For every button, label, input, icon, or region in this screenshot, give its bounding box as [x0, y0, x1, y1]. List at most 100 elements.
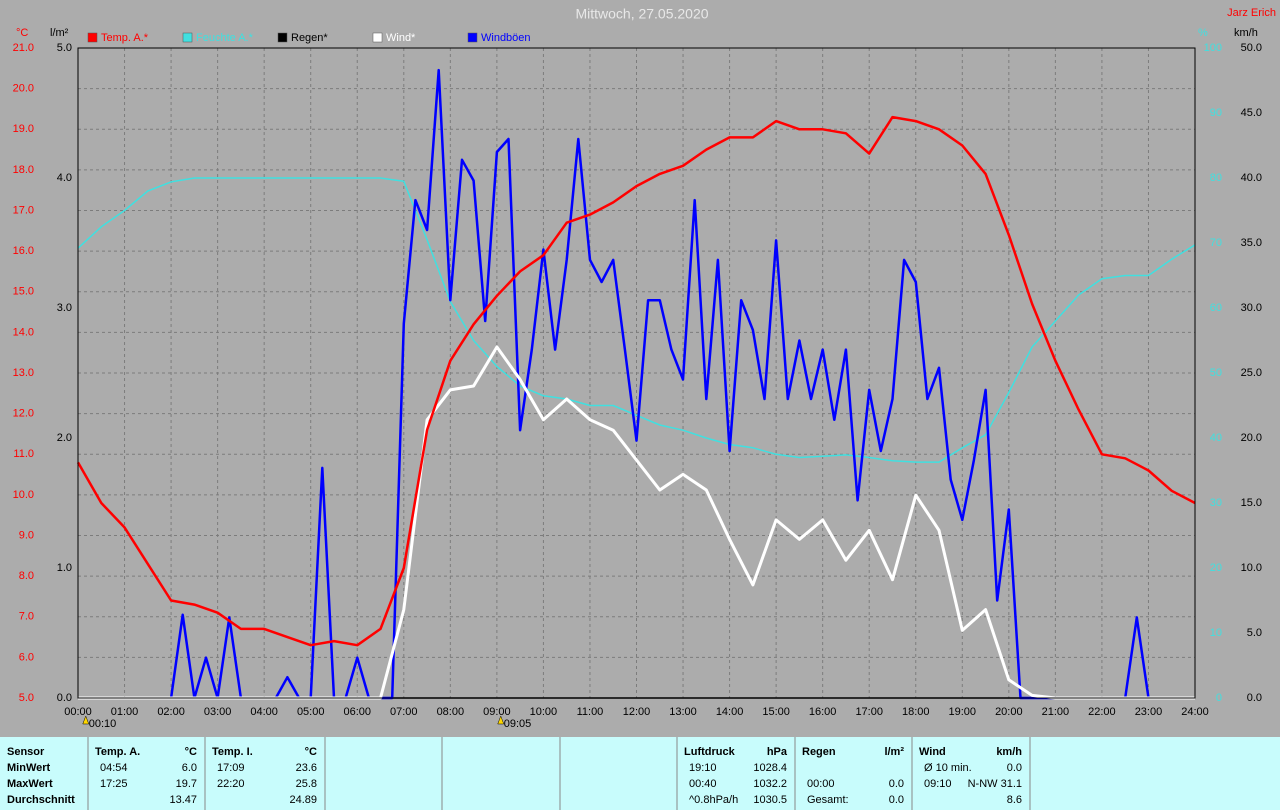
y-tick-label: 6.0	[19, 651, 34, 663]
x-tick-label: 08:00	[437, 706, 465, 718]
y2-tick-label: 4.0	[57, 172, 72, 184]
table-time: 00:00	[807, 778, 835, 790]
y-tick-label: 9.0	[19, 529, 34, 541]
table-unit: hPa	[767, 746, 788, 758]
y4-tick-label: 15.0	[1241, 497, 1262, 509]
y-tick-label: 19.0	[13, 123, 34, 135]
table-time: 00:40	[689, 778, 717, 790]
table-value: 1032.2	[753, 778, 787, 790]
x-tick-label: 04:00	[250, 706, 278, 718]
x-tick-label: 07:00	[390, 706, 418, 718]
axis-unit: l/m²	[50, 27, 69, 39]
y-tick-label: 21.0	[13, 42, 34, 54]
x-tick-label: 12:00	[623, 706, 651, 718]
y4-tick-label: 10.0	[1241, 562, 1262, 574]
legend-swatch	[277, 32, 288, 43]
table-header: Luftdruck	[684, 746, 736, 758]
axis-unit: %	[1198, 27, 1208, 39]
table-header: Temp. I.	[212, 746, 253, 758]
series-line	[77, 177, 1196, 463]
table-value: 23.6	[296, 762, 317, 774]
legend-swatch	[372, 32, 383, 43]
x-tick-label: 20:00	[995, 706, 1023, 718]
table-row-label: MaxWert	[7, 778, 53, 790]
x-tick-label: 10:00	[530, 706, 558, 718]
y4-tick-label: 50.0	[1241, 42, 1262, 54]
y4-tick-label: 25.0	[1241, 367, 1262, 379]
x-tick-label: 11:00	[577, 706, 604, 718]
table-unit: °C	[305, 746, 317, 758]
table-value: 1030.5	[753, 794, 787, 806]
y4-tick-label: 30.0	[1241, 302, 1262, 314]
x-tick-label: 13:00	[669, 706, 697, 718]
plot-frame	[77, 47, 1196, 699]
x-tick-label: 06:00	[343, 706, 371, 718]
y-tick-label: 14.0	[13, 326, 34, 338]
table-value: 0.0	[889, 778, 904, 790]
table-time: 22:20	[217, 778, 245, 790]
x-tick-label: 00:00	[64, 706, 92, 718]
table-dividers	[87, 737, 1031, 810]
y-tick-label: 8.0	[19, 570, 34, 582]
table-header: Wind	[919, 746, 946, 758]
annotation-marker	[497, 715, 505, 725]
y4-tick-label: 40.0	[1241, 172, 1262, 184]
x-tick-label: 17:00	[855, 706, 883, 718]
chart-title: Mittwoch, 27.05.2020	[575, 6, 708, 22]
y3-tick-label: 10	[1210, 627, 1222, 639]
table-header: Temp. A.	[95, 746, 140, 758]
y3-tick-label: 50	[1210, 367, 1222, 379]
table-time: 17:09	[217, 762, 245, 774]
table-unit: l/m²	[884, 746, 904, 758]
table-value: 25.8	[296, 778, 317, 790]
legend-swatch	[182, 32, 193, 43]
table-value: 0.0	[889, 794, 904, 806]
y4-tick-label: 0.0	[1247, 692, 1262, 704]
x-tick-label: 01:00	[111, 706, 139, 718]
legend-label: Temp. A.*	[101, 32, 149, 44]
x-tick-label: 15:00	[762, 706, 790, 718]
table-time: Gesamt:	[807, 794, 849, 806]
table-time: 17:25	[100, 778, 128, 790]
y2-tick-label: 1.0	[57, 562, 72, 574]
legend-swatch	[467, 32, 478, 43]
x-tick-label: 22:00	[1088, 706, 1116, 718]
y3-tick-label: 20	[1210, 562, 1222, 574]
summary-panel	[0, 737, 1280, 810]
annotation-label: 00:10	[89, 718, 117, 730]
table-time: 19:10	[689, 762, 717, 774]
y-tick-label: 5.0	[19, 692, 34, 704]
y-tick-label: 13.0	[13, 367, 34, 379]
x-tick-label: 03:00	[204, 706, 232, 718]
y3-tick-label: 60	[1210, 302, 1222, 314]
y-tick-label: 7.0	[19, 611, 34, 623]
legend-label: Wind*	[386, 32, 416, 44]
table-header: Sensor	[7, 746, 45, 758]
x-tick-label: 14:00	[716, 706, 744, 718]
y3-tick-label: 80	[1210, 172, 1222, 184]
y3-tick-label: 70	[1210, 237, 1222, 249]
y3-tick-label: 90	[1210, 107, 1222, 119]
table-unit: km/h	[996, 746, 1022, 758]
y4-tick-label: 20.0	[1241, 432, 1262, 444]
axis-unit: °C	[16, 27, 28, 39]
table-row-label: MinWert	[7, 762, 51, 774]
y-tick-label: 15.0	[13, 286, 34, 298]
table-value: N-NW 31.1	[968, 778, 1022, 790]
axis-unit: km/h	[1234, 27, 1258, 39]
x-tick-label: 23:00	[1135, 706, 1163, 718]
series-line	[76, 115, 1196, 647]
table-unit: °C	[185, 746, 197, 758]
y3-tick-label: 0	[1216, 692, 1222, 704]
y-tick-label: 20.0	[13, 83, 34, 95]
y2-tick-label: 3.0	[57, 302, 72, 314]
y-tick-label: 10.0	[13, 489, 34, 501]
grid	[77, 47, 1196, 699]
x-tick-label: 21:00	[1042, 706, 1070, 718]
author: Jarz Erich	[1227, 7, 1276, 19]
x-tick-label: 02:00	[157, 706, 185, 718]
y3-tick-label: 30	[1210, 497, 1222, 509]
table-time: 09:10	[924, 778, 952, 790]
table-time: 04:54	[100, 762, 128, 774]
